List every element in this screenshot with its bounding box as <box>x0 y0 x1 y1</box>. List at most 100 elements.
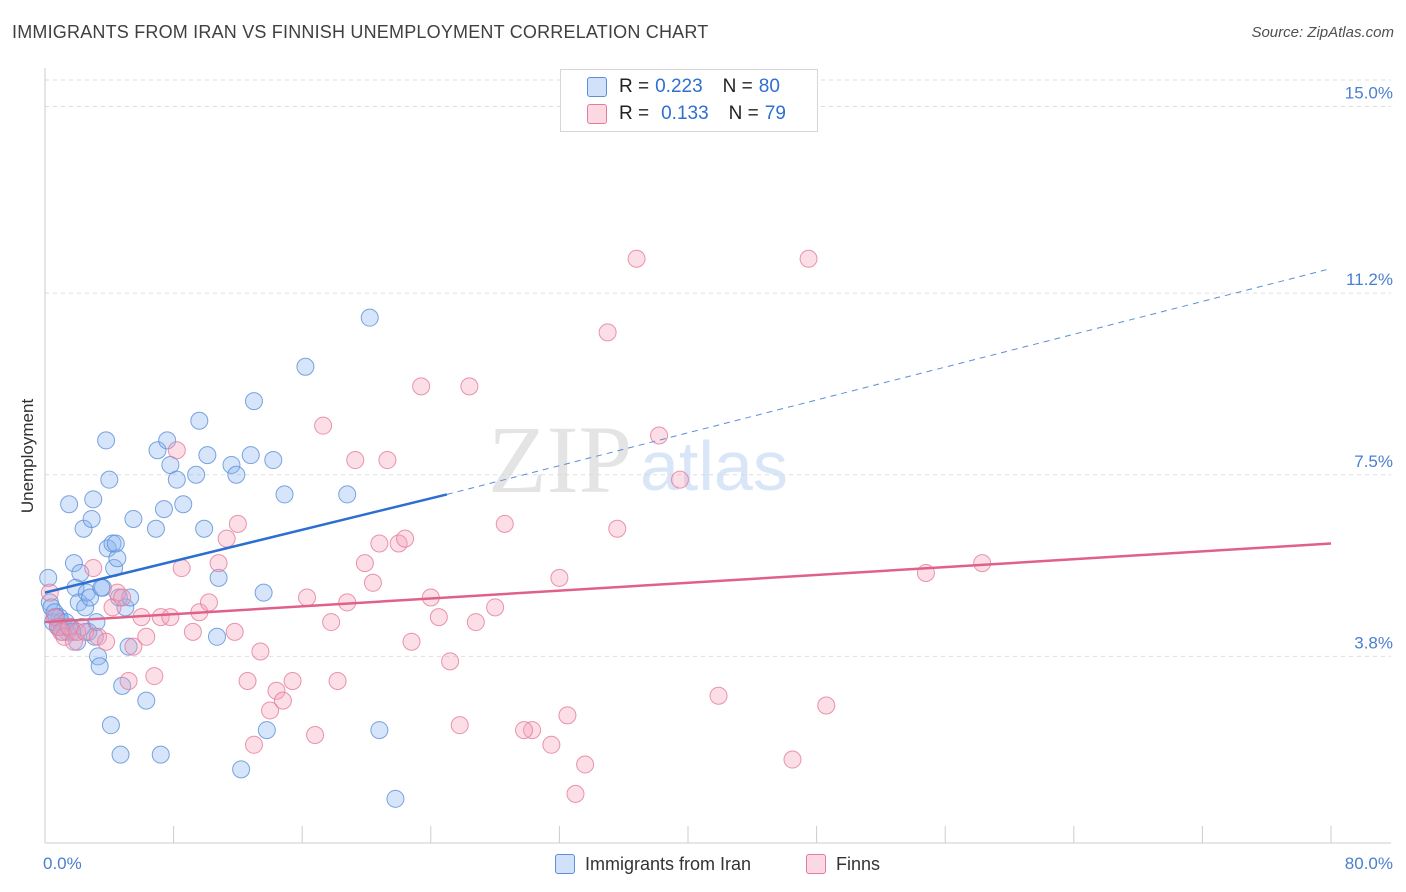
point-finns <box>244 735 263 754</box>
legend-row-finns: R = 0.133 N = 79 <box>587 102 786 126</box>
point-finns <box>627 249 646 268</box>
bottom-legend-label-iran: Immigrants from Iran <box>585 853 752 874</box>
point-finns <box>151 608 170 627</box>
point-finns <box>145 667 164 686</box>
point-finns <box>566 784 585 803</box>
point-finns <box>167 441 186 460</box>
point-finns <box>783 750 802 769</box>
point-finns <box>550 568 569 587</box>
point-finns <box>378 451 397 470</box>
point-finns <box>238 671 257 690</box>
axes <box>44 68 1391 844</box>
point-finns <box>515 721 534 740</box>
point-iran <box>198 446 217 465</box>
watermark: ZIP atlas <box>488 406 788 513</box>
point-finns <box>137 627 156 646</box>
point-finns <box>209 554 228 573</box>
trend-line-iran-extension <box>446 268 1332 495</box>
point-finns <box>328 671 347 690</box>
point-iran <box>92 578 111 597</box>
legend-n-label: N = <box>722 76 753 97</box>
point-finns <box>363 573 382 592</box>
point-iran <box>254 583 273 602</box>
point-finns <box>460 377 479 396</box>
legend: R = 0.223 N = 80 R = 0.133 N = 79 <box>560 69 818 132</box>
point-finns <box>306 725 325 744</box>
point-iran <box>77 583 96 602</box>
legend-swatch-iran <box>587 77 607 97</box>
bottom-legend-label-finns: Finns <box>836 853 881 874</box>
point-finns <box>486 598 505 617</box>
bottom-legend-swatch-finns <box>806 854 826 874</box>
legend-r-value: 0.223 <box>655 76 703 97</box>
point-finns <box>576 755 595 774</box>
point-iran <box>190 411 209 430</box>
point-iran <box>264 451 283 470</box>
point-finns <box>709 686 728 705</box>
y-tick-label: 11.2% <box>1346 270 1393 289</box>
point-iran <box>137 691 156 710</box>
point-iran <box>100 470 119 489</box>
point-iran <box>116 598 135 617</box>
tick-labels: 3.8% 7.5% 11.2% 15.0% 0.0% 80.0% <box>43 84 1393 873</box>
point-iran <box>241 446 260 465</box>
point-iran <box>370 721 389 740</box>
point-iran <box>90 657 109 676</box>
point-iran <box>64 554 83 573</box>
point-iran <box>208 627 227 646</box>
legend-r-value: 0.133 <box>661 103 709 124</box>
point-finns <box>542 735 561 754</box>
bottom-legend-finns: Finns <box>806 852 880 876</box>
point-iran <box>148 441 167 460</box>
point-iran <box>151 745 170 764</box>
point-iran <box>111 745 130 764</box>
point-finns <box>441 652 460 671</box>
point-iran <box>187 465 206 484</box>
point-finns <box>346 451 365 470</box>
trend-lines <box>44 268 1332 624</box>
point-iran <box>39 568 58 587</box>
chart-title: IMMIGRANTS FROM IRAN VS FINNISH UNEMPLOY… <box>12 22 709 42</box>
point-finns <box>396 529 415 548</box>
gridlines <box>45 79 1391 657</box>
data-points <box>39 249 992 808</box>
point-finns <box>261 701 280 720</box>
legend-r-label: R = <box>619 103 650 124</box>
point-iran <box>84 490 103 509</box>
point-finns <box>84 559 103 578</box>
point-finns <box>283 671 302 690</box>
point-iran <box>174 495 193 514</box>
legend-n-value: 79 <box>764 103 786 124</box>
point-iran <box>227 465 246 484</box>
legend-row-iran: R = 0.223 N = 80 <box>587 75 780 99</box>
point-finns <box>598 323 617 342</box>
point-iran <box>275 485 294 504</box>
point-finns <box>103 598 122 617</box>
point-finns <box>267 681 286 700</box>
point-iran <box>296 357 315 376</box>
point-finns <box>314 416 333 435</box>
legend-swatch-finns <box>587 104 607 124</box>
point-finns <box>273 691 292 710</box>
point-finns <box>113 588 132 607</box>
point-iran <box>124 509 143 528</box>
point-finns <box>298 588 317 607</box>
point-iran <box>244 392 263 411</box>
point-finns <box>370 534 389 553</box>
point-finns <box>670 470 689 489</box>
point-iran <box>101 716 120 735</box>
point-iran <box>119 637 138 656</box>
point-iran <box>146 519 165 538</box>
point-iran <box>106 534 125 553</box>
point-finns <box>817 696 836 715</box>
legend-r-label: R = <box>619 76 650 97</box>
bottom-legend-swatch-iran <box>555 854 575 874</box>
point-finns <box>228 514 247 533</box>
point-iran <box>76 598 95 617</box>
point-iran <box>209 568 228 587</box>
point-finns <box>355 554 374 573</box>
point-finns <box>608 519 627 538</box>
point-finns <box>466 613 485 632</box>
point-iran <box>232 760 251 779</box>
